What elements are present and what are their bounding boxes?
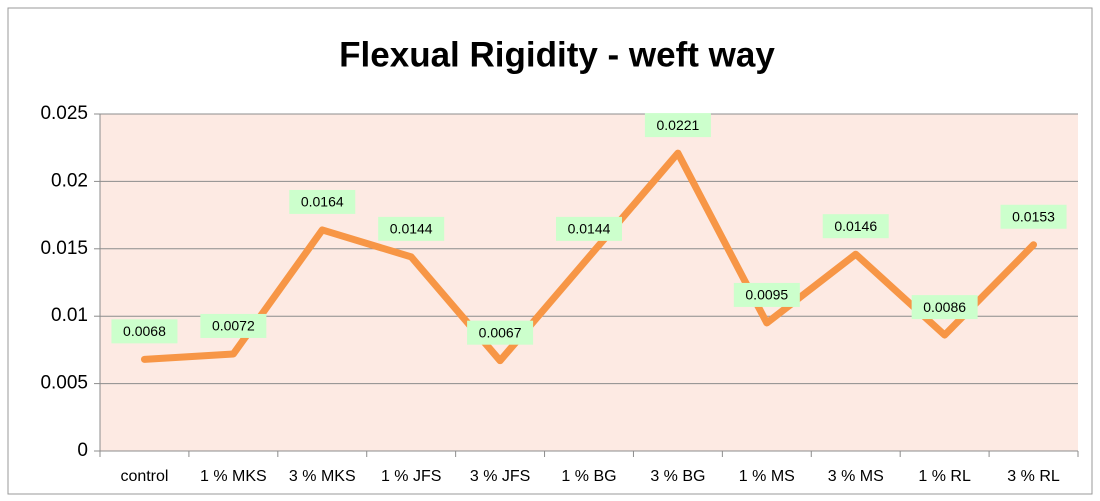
data-label-box — [911, 295, 978, 320]
x-tick-label: 3 % JFS — [470, 468, 530, 485]
x-tick-label: 3 % MS — [828, 468, 884, 485]
data-label-box — [467, 320, 534, 345]
data-label-box — [111, 319, 178, 344]
data-label: 0.0144 — [568, 221, 611, 237]
y-tick-label: 0.015 — [40, 238, 88, 259]
plot-area — [100, 114, 1078, 451]
y-tick-label: 0 — [77, 440, 88, 461]
y-tick-label: 0.02 — [51, 170, 88, 191]
chart-title: Flexual Rigidity - weft way — [339, 35, 775, 74]
x-tick-label: 1 % RL — [918, 468, 971, 485]
y-tick-label: 0.005 — [40, 373, 88, 394]
data-label: 0.0095 — [745, 287, 788, 303]
data-label-box — [556, 216, 622, 241]
data-line — [140, 149, 1038, 365]
x-tick-label: 3 % BG — [650, 468, 705, 485]
x-tick-label: 3 % MKS — [289, 468, 356, 485]
data-label: 0.0153 — [1012, 208, 1055, 224]
data-label-box — [289, 189, 356, 214]
data-label: 0.0068 — [123, 323, 166, 339]
data-label: 0.0164 — [301, 194, 344, 210]
y-tick-label: 0.01 — [51, 305, 88, 326]
y-tick-label: 0.025 — [40, 103, 88, 124]
x-tick-label: 1 % MS — [739, 468, 795, 485]
x-tick-label: 3 % RL — [1007, 468, 1060, 485]
x-tick-label: 1 % MKS — [200, 468, 267, 485]
x-tick-label: 1 % JFS — [381, 468, 441, 485]
data-label: 0.0086 — [923, 299, 966, 315]
data-label-box — [644, 113, 711, 138]
data-label-box — [378, 216, 445, 241]
data-label-box — [822, 214, 889, 239]
data-label: 0.0144 — [390, 221, 433, 237]
data-label: 0.0221 — [656, 117, 699, 133]
x-tick-label: 1 % BG — [561, 468, 616, 485]
data-label: 0.0067 — [479, 324, 522, 340]
x-tick-label: control — [120, 468, 168, 485]
data-label-box — [733, 282, 800, 307]
data-label-box — [200, 313, 267, 338]
data-label: 0.0072 — [212, 318, 255, 334]
data-label: 0.0146 — [834, 218, 877, 234]
data-label-box — [1000, 204, 1067, 229]
